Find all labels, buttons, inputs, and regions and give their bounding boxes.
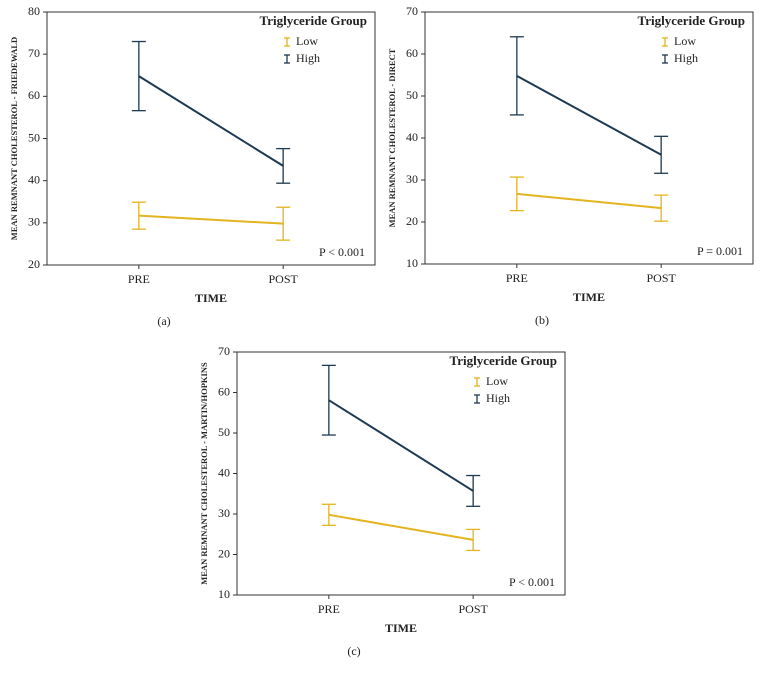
- y-axis-label: MEAN REMNANT CHOLESTEROL - DIRECT: [387, 48, 397, 227]
- panel-label: (c): [347, 644, 360, 658]
- x-tick-label: POST: [646, 271, 676, 285]
- y-tick-label: 20: [28, 257, 40, 271]
- x-tick-label: PRE: [128, 272, 150, 286]
- panel-label: (b): [535, 313, 549, 327]
- y-tick-label: 70: [218, 344, 230, 358]
- y-tick-label: 50: [28, 130, 40, 144]
- y-tick-label: 10: [218, 587, 230, 601]
- x-axis-label: TIME: [195, 291, 227, 305]
- y-tick-label: 10: [406, 256, 418, 270]
- x-tick-label: PRE: [318, 602, 340, 616]
- x-tick-label: PRE: [506, 271, 528, 285]
- y-tick-label: 60: [406, 46, 418, 60]
- plot-area: [46, 11, 376, 266]
- legend-title: Triglyceride Group: [638, 13, 745, 28]
- annotation: P = 0.001: [697, 244, 743, 258]
- y-axis-label: MEAN REMNANT CHOLESTEROL - FRIEDEWALD: [9, 37, 19, 240]
- y-tick-label: 60: [218, 384, 230, 398]
- legend-title: Triglyceride Group: [260, 13, 367, 28]
- error-bar: [276, 147, 291, 184]
- legend-marker: [662, 37, 668, 47]
- error-bar: [654, 194, 669, 222]
- error-bar: [466, 528, 481, 552]
- plot-area: [236, 351, 566, 596]
- y-tick-label: 50: [406, 88, 418, 102]
- annotation: P < 0.001: [319, 245, 365, 259]
- error-bar: [466, 474, 481, 507]
- legend-marker: [474, 377, 480, 387]
- y-tick-label: 50: [218, 425, 230, 439]
- legend-label: Low: [674, 34, 696, 48]
- legend-marker: [474, 394, 480, 404]
- y-tick-label: 40: [406, 130, 418, 144]
- y-tick-label: 40: [218, 465, 230, 479]
- error-bar: [509, 36, 524, 116]
- y-tick-label: 30: [28, 215, 40, 229]
- series-line: [138, 214, 284, 225]
- y-tick-label: 70: [406, 4, 418, 18]
- error-bar: [131, 40, 146, 112]
- series-line: [328, 399, 474, 492]
- x-tick-label: POST: [458, 602, 488, 616]
- y-tick-label: 60: [28, 88, 40, 102]
- legend-title: Triglyceride Group: [450, 353, 557, 368]
- y-axis-label: MEAN REMNANT CHOLESTEROL - MARTIN/HOPKIN…: [199, 362, 209, 585]
- y-tick-label: 20: [218, 546, 230, 560]
- y-tick-label: 70: [28, 46, 40, 60]
- x-axis-label: TIME: [573, 290, 605, 304]
- error-bar: [276, 206, 291, 241]
- series-line: [328, 513, 474, 541]
- x-tick-label: POST: [268, 272, 298, 286]
- legend-label: Low: [296, 34, 318, 48]
- series-line: [516, 74, 662, 156]
- y-tick-label: 20: [406, 214, 418, 228]
- plot-area: [424, 11, 754, 265]
- error-bar: [321, 503, 336, 526]
- y-tick-label: 30: [218, 506, 230, 520]
- annotation: P < 0.001: [509, 575, 555, 589]
- legend-marker: [284, 54, 290, 64]
- y-tick-label: 30: [406, 172, 418, 186]
- legend-label: High: [486, 391, 510, 405]
- error-bar: [654, 135, 669, 174]
- series-line: [138, 75, 284, 167]
- legend-marker: [662, 54, 668, 64]
- y-tick-label: 40: [28, 172, 40, 186]
- series-line: [516, 192, 662, 210]
- error-bar: [131, 201, 146, 230]
- error-bar: [509, 176, 524, 212]
- y-tick-label: 80: [28, 4, 40, 18]
- legend-label: High: [296, 51, 320, 65]
- error-bar: [321, 364, 336, 436]
- x-axis-label: TIME: [385, 621, 417, 635]
- panel-label: (a): [157, 314, 170, 328]
- legend-marker: [284, 37, 290, 47]
- legend-label: Low: [486, 374, 508, 388]
- legend-label: High: [674, 51, 698, 65]
